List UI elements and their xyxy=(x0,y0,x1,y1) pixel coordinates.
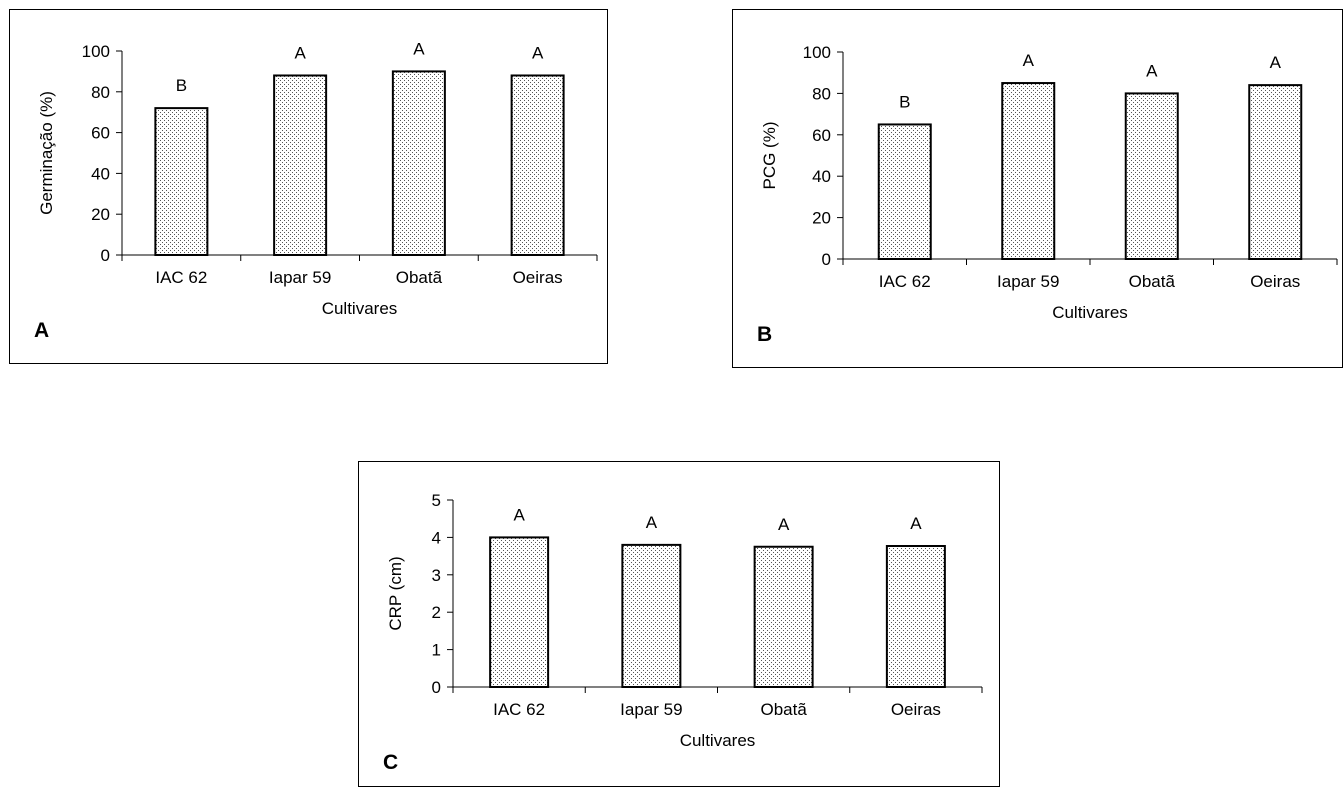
x-tick-label: IAC 62 xyxy=(493,700,545,719)
x-tick-label: Obatã xyxy=(1129,272,1176,291)
y-tick-label: 20 xyxy=(812,209,831,228)
y-tick-label: 60 xyxy=(812,126,831,145)
x-tick-label: Oeiras xyxy=(891,700,941,719)
chart-panel-b: 0 20 40 60 80 100 B IAC 62 A Iapar 59 A Obatã A Oeira… xyxy=(732,9,1343,368)
y-tick-label: 4 xyxy=(432,528,441,547)
x-tick-label: Obatã xyxy=(760,700,807,719)
chart-panel-a: 0 20 40 60 80 100 B IAC 62 A Iapar 59 A Obatã A Oeira… xyxy=(9,9,608,364)
x-tick-label: IAC 62 xyxy=(879,272,931,291)
y-axis-label: CRP (cm) xyxy=(386,556,405,630)
bar xyxy=(391,70,446,257)
y-tick-label: 5 xyxy=(432,491,441,510)
bar xyxy=(1001,82,1056,260)
bar xyxy=(1124,92,1179,261)
y-tick-label: 1 xyxy=(432,641,441,660)
bar-annotation: A xyxy=(294,43,306,62)
y-tick-label: 0 xyxy=(101,246,110,265)
bar xyxy=(154,107,209,257)
bar-annotation: A xyxy=(1146,61,1158,80)
bar-annotation: A xyxy=(646,513,658,532)
y-axis-label: PCG (%) xyxy=(760,122,779,190)
x-tick-label: IAC 62 xyxy=(155,268,207,287)
bar xyxy=(1248,84,1303,261)
bar-annotation: A xyxy=(778,515,790,534)
bar-annotation: B xyxy=(899,92,910,111)
x-tick-label: Oeiras xyxy=(513,268,563,287)
chart-a-svg: 0 20 40 60 80 100 B IAC 62 A Iapar 59 A Obatã A Oeira… xyxy=(34,39,598,342)
x-tick-label: Iapar 59 xyxy=(997,272,1059,291)
y-tick-label: 3 xyxy=(432,566,441,585)
bar-annotation: A xyxy=(532,43,544,62)
chart-c-svg: 0 1 2 3 4 5 A IAC 62 A Iapar 59 A Obatã A Oeiras Culti… xyxy=(383,491,983,774)
x-axis-label: Cultivares xyxy=(680,731,756,750)
x-tick-label: Iapar 59 xyxy=(269,268,331,287)
bar xyxy=(489,536,550,689)
bar xyxy=(877,123,932,260)
bar-annotation: A xyxy=(1023,51,1035,70)
bar xyxy=(273,74,328,257)
x-tick-label: Oeiras xyxy=(1250,272,1300,291)
x-tick-label: Iapar 59 xyxy=(620,700,682,719)
bar xyxy=(885,545,946,688)
panel-label: C xyxy=(383,751,398,774)
bar xyxy=(510,74,565,257)
bar-annotation: A xyxy=(413,39,425,58)
y-tick-label: 40 xyxy=(812,167,831,186)
bar xyxy=(753,545,814,688)
x-axis-label: Cultivares xyxy=(322,299,398,318)
y-tick-label: 0 xyxy=(822,250,831,269)
y-tick-label: 60 xyxy=(91,124,110,143)
x-axis-label: Cultivares xyxy=(1052,303,1128,322)
panel-label: B xyxy=(757,323,772,346)
y-tick-label: 20 xyxy=(91,205,110,224)
y-tick-label: 40 xyxy=(91,164,110,183)
y-tick-label: 0 xyxy=(432,678,441,697)
y-axis-label: Germinação (%) xyxy=(37,91,56,215)
y-tick-label: 100 xyxy=(82,42,110,61)
y-tick-label: 80 xyxy=(91,83,110,102)
y-tick-label: 80 xyxy=(812,84,831,103)
chart-b-svg: 0 20 40 60 80 100 B IAC 62 A Iapar 59 A Obatã A Oeira… xyxy=(757,43,1338,346)
bar-annotation: A xyxy=(910,514,922,533)
panel-label: A xyxy=(34,319,49,342)
bar-annotation: A xyxy=(513,505,525,524)
y-tick-label: 100 xyxy=(803,43,831,62)
chart-panel-c: 0 1 2 3 4 5 A IAC 62 A Iapar 59 A Obatã A Oeiras Culti… xyxy=(358,461,1000,787)
x-tick-label: Obatã xyxy=(396,268,443,287)
bar xyxy=(621,543,682,688)
y-tick-label: 2 xyxy=(432,603,441,622)
bar-annotation: B xyxy=(176,76,187,95)
bar-annotation: A xyxy=(1270,53,1282,72)
